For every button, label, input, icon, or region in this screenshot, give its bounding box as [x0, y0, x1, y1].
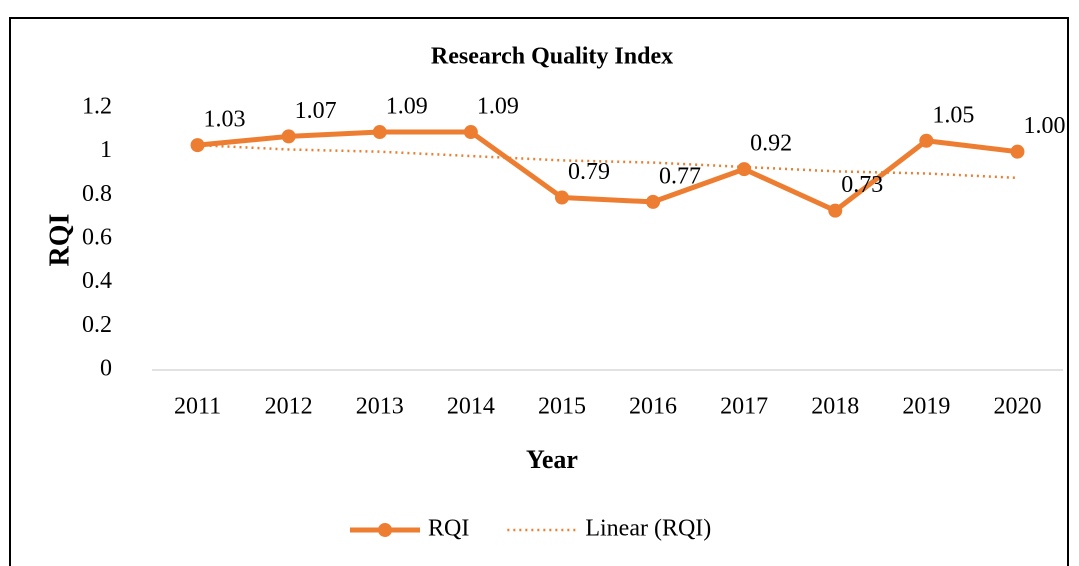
y-tick-label: 0.6 — [82, 225, 112, 251]
data-point — [281, 129, 296, 144]
data-label: 0.73 — [841, 172, 883, 198]
data-label: 1.09 — [386, 94, 428, 120]
data-point — [1010, 144, 1025, 159]
data-point — [554, 190, 569, 205]
x-tick-label: 2011 — [174, 394, 221, 420]
data-label: 1.09 — [477, 94, 519, 120]
y-tick-label: 1.2 — [82, 94, 112, 120]
y-tick-label: 0 — [100, 356, 112, 382]
chart-title: Research Quality Index — [431, 44, 673, 70]
data-point — [919, 133, 934, 148]
data-label: 0.79 — [568, 159, 610, 185]
x-axis-label: Year — [526, 445, 578, 474]
data-label: 1.05 — [932, 102, 974, 128]
data-label: 0.92 — [750, 131, 792, 157]
data-label: 1.03 — [204, 107, 246, 133]
data-point — [463, 125, 478, 140]
x-tick-label: 2013 — [356, 394, 404, 420]
data-point — [646, 194, 661, 209]
y-tick-label: 0.8 — [82, 181, 112, 207]
data-label: 1.07 — [295, 98, 337, 124]
data-point — [828, 203, 843, 218]
x-tick-label: 2012 — [265, 394, 313, 420]
x-tick-label: 2016 — [629, 394, 677, 420]
data-point — [737, 162, 752, 177]
legend-marker — [378, 523, 392, 537]
x-tick-label: 2015 — [538, 394, 586, 420]
y-axis-label: RQI — [44, 214, 75, 267]
x-tick-label: 2019 — [902, 394, 950, 420]
x-tick-label: 2014 — [447, 394, 495, 420]
y-tick-label: 1 — [100, 137, 112, 163]
series-line — [197, 129, 1018, 214]
legend-label: RQI — [428, 516, 469, 542]
x-tick-label: 2018 — [811, 394, 859, 420]
y-tick-label: 0.4 — [82, 268, 112, 294]
data-label: 1.00 — [1023, 113, 1065, 139]
x-tick-label: 2017 — [720, 394, 768, 420]
chart-border — [9, 17, 1069, 566]
data-label: 0.77 — [659, 163, 701, 189]
data-point — [372, 125, 387, 140]
y-tick-label: 0.2 — [82, 312, 112, 338]
x-tick-label: 2020 — [993, 394, 1041, 420]
legend-label: Linear (RQI) — [585, 516, 711, 542]
